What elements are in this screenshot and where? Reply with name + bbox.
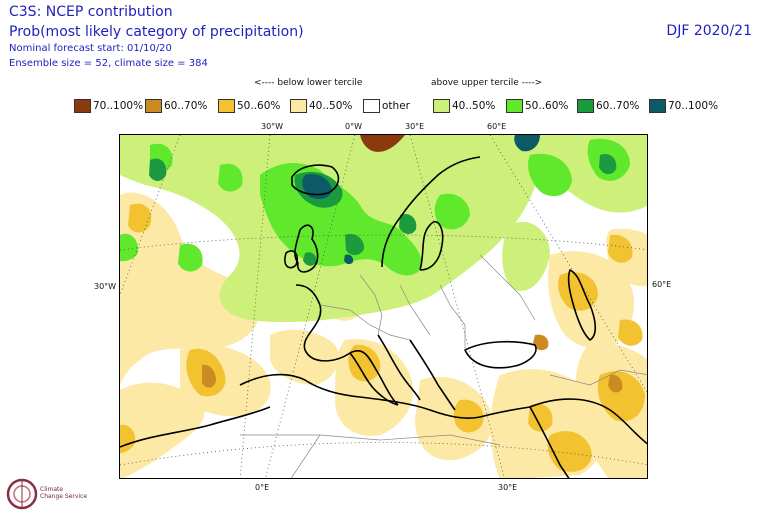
legend-item: 40..50%: [290, 98, 352, 114]
axis-label-bottom: 30°E: [498, 483, 518, 492]
legend-item: 50..60%: [218, 98, 280, 114]
legend-swatch: [290, 99, 307, 113]
axis-label-top: 30°E: [405, 122, 425, 131]
legend-item: 50..60%: [506, 98, 568, 114]
region-below-60-70: [202, 334, 623, 393]
legend-item: 60..70%: [577, 98, 639, 114]
axis-label-top: 60°E: [487, 122, 507, 131]
legend-swatch: [145, 99, 162, 113]
legend-item: 60..70%: [145, 98, 207, 114]
legend-swatch: [433, 99, 450, 113]
page-title: C3S: NCEP contribution: [9, 4, 173, 20]
forecast-start: Nominal forecast start: 01/10/20: [9, 43, 172, 54]
axis-label-left: 30°W: [94, 282, 117, 291]
region-above-70-100: [302, 135, 540, 265]
borders: [240, 254, 647, 478]
axis-label-right: 60°E: [652, 280, 672, 289]
axis-label-bottom: 0°E: [255, 483, 270, 492]
probability-map: [119, 134, 648, 479]
logo-line-1: Climate: [40, 486, 64, 493]
legend-item-label: 50..60%: [525, 100, 569, 112]
legend-above-label: above upper tercile ---->: [431, 78, 543, 88]
coastlines: [120, 156, 647, 478]
legend-item-label: other: [382, 100, 410, 112]
axis-label-top: 0°W: [345, 122, 362, 131]
legend-swatch: [363, 99, 380, 113]
legend-item-label: 70..100%: [668, 100, 719, 112]
axis-label-top: 30°W: [261, 122, 284, 131]
logo-mark: [6, 478, 38, 510]
season-label: DJF 2020/21: [666, 23, 752, 39]
legend-item-label: 50..60%: [237, 100, 281, 112]
logo-text: Climate Change Service: [40, 486, 87, 500]
legend-item-label: 40..50%: [452, 100, 496, 112]
legend-swatch: [218, 99, 235, 113]
legend-item-label: 60..70%: [596, 100, 640, 112]
legend-swatch: [506, 99, 523, 113]
legend-item: 70..100%: [649, 98, 718, 114]
legend-swatch: [577, 99, 594, 113]
copernicus-c3s-logo-icon: [4, 474, 104, 514]
legend-item: 40..50%: [433, 98, 495, 114]
logo-line-2: Change Service: [40, 493, 88, 500]
legend-swatch: [649, 99, 666, 113]
legend-item: other: [363, 98, 410, 114]
legend-item-label: 40..50%: [309, 100, 353, 112]
legend-item-label: 60..70%: [164, 100, 208, 112]
legend-item: 70..100%: [74, 98, 143, 114]
graticule: [120, 135, 647, 478]
ensemble-size: Ensemble size = 52, climate size = 384: [9, 58, 208, 69]
legend-swatch: [74, 99, 91, 113]
map-svg: [120, 135, 647, 478]
page-subtitle: Prob(most likely category of precipitati…: [9, 24, 304, 40]
legend-below-label: <---- below lower tercile: [254, 78, 363, 88]
legend-item-label: 70..100%: [93, 100, 144, 112]
